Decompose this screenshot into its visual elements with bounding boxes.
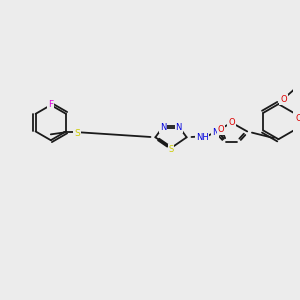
Text: O: O	[280, 95, 287, 104]
Text: O: O	[228, 118, 235, 127]
Text: N: N	[212, 128, 218, 137]
Text: N: N	[176, 123, 182, 132]
Text: O: O	[218, 125, 224, 134]
Text: N: N	[160, 123, 166, 132]
Text: NH: NH	[196, 133, 208, 142]
Text: S: S	[74, 129, 80, 138]
Text: O: O	[295, 114, 300, 123]
Text: F: F	[48, 100, 53, 109]
Text: S: S	[168, 145, 174, 154]
